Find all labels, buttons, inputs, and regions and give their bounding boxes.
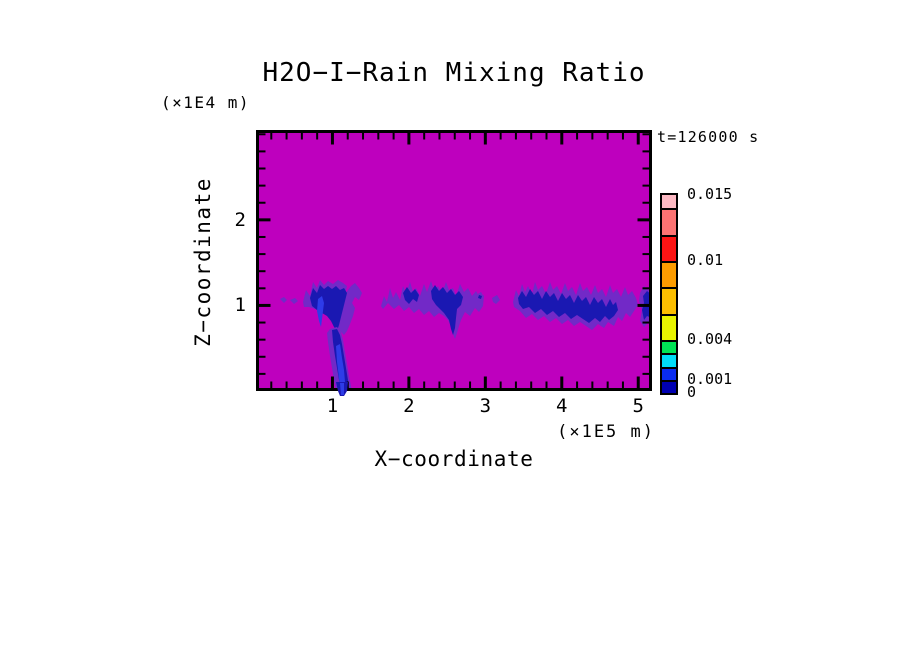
rain-feature-middle-band-core-a xyxy=(403,287,419,304)
colorbar-segment xyxy=(662,234,676,261)
colorbar-segment xyxy=(662,353,676,367)
x-tick-label: 4 xyxy=(556,395,568,417)
colorbar xyxy=(660,193,678,395)
heatmap-svg xyxy=(256,130,652,396)
colorbar-segment xyxy=(662,313,676,341)
x-tick-label: 3 xyxy=(479,395,492,417)
colorbar-segment xyxy=(662,261,676,288)
chart-title: H2O−I−Rain Mixing Ratio xyxy=(262,58,646,88)
rain-feature-mid-blob-b-fringe xyxy=(492,295,500,304)
rain-feature-shaft-bright xyxy=(336,344,345,391)
rain-feature-shaft-ground-pierce-bright xyxy=(340,383,344,395)
colorbar-segment xyxy=(662,195,676,209)
colorbar-segment xyxy=(662,287,676,314)
colorbar-segment xyxy=(662,379,676,393)
z-tick-label: 1 xyxy=(234,294,246,317)
rain-feature-mid-blob-a-core xyxy=(478,295,482,299)
plot-area xyxy=(256,130,652,396)
x-tick-label: 5 xyxy=(632,395,644,417)
time-annotation: t=126000 s xyxy=(657,128,760,146)
colorbar-segment xyxy=(662,366,676,380)
rain-feature-speck-a xyxy=(280,297,287,303)
colorbar-tick-label: 0.015 xyxy=(687,185,733,203)
colorbar-segment xyxy=(662,208,676,235)
z-axis-title: Z−coordinate xyxy=(191,177,215,347)
rain-feature-speck-b xyxy=(290,298,298,304)
colorbar-segment xyxy=(662,340,676,354)
rain-feature-left-cell-core xyxy=(310,285,347,331)
x-tick-label: 2 xyxy=(403,395,415,417)
colorbar-tick-label: 0.01 xyxy=(687,251,724,269)
x-axis-unit-label: (×1E5 m) xyxy=(557,422,655,442)
rain-feature-middle-band-core-b xyxy=(431,285,463,335)
rain-feature-left-cell-streak xyxy=(317,296,324,327)
z-tick-label: 2 xyxy=(234,208,246,231)
colorbar-tick-label: 0.001 xyxy=(687,370,733,388)
x-tick-label: 1 xyxy=(326,395,339,417)
colorbar-tick-label: 0.004 xyxy=(687,330,733,348)
rain-feature-right-band-core xyxy=(518,289,618,323)
z-axis-unit-label: (×1E4 m) xyxy=(161,93,251,112)
colorbar-tick-label: 0 xyxy=(687,383,697,401)
plot-frame xyxy=(256,130,652,391)
x-axis-title: X−coordinate xyxy=(374,447,534,471)
